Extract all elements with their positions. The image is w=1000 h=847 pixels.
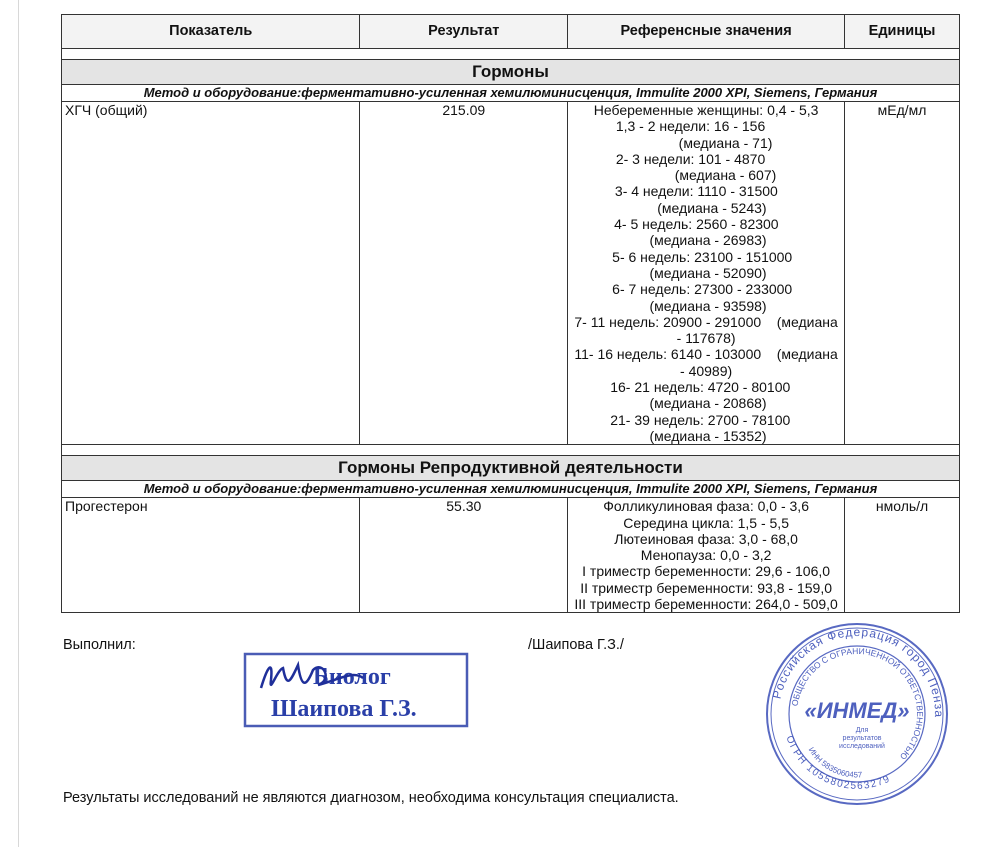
results-table: Показатель Результат Референсные значени… bbox=[60, 14, 960, 614]
spacer-cell bbox=[61, 48, 960, 60]
reference-line: (медиана - 15352) bbox=[645, 427, 767, 444]
reference-line: 3- 4 недели: 1110 - 31500 bbox=[614, 183, 798, 200]
reference-line: (медиана - 20868) bbox=[645, 395, 767, 412]
reference-line: 2- 3 недели: 101 - 4870 bbox=[615, 150, 797, 167]
method-text: Метод и оборудование:ферментативно-усиле… bbox=[61, 84, 960, 102]
reference-values: Фолликулиновая фаза: 0,0 - 3,6 Середина ц… bbox=[567, 497, 846, 614]
units: нмоль/л bbox=[844, 497, 960, 614]
page-edge bbox=[18, 0, 19, 847]
indicator-name: ХГЧ (общий) bbox=[60, 100, 361, 446]
reference-line: (медиана - 26983) bbox=[645, 232, 767, 249]
reference-line: Середина цикла: 1,5 - 5,5 bbox=[623, 514, 789, 531]
performer-name: /Шаипова Г.З./ bbox=[528, 637, 624, 653]
units: мЕд/мл bbox=[844, 100, 960, 446]
reference-line: - 40989) bbox=[680, 362, 733, 379]
reference-line: (медиана - 93598) bbox=[645, 297, 767, 314]
method-text: Метод и оборудование:ферментативно-усиле… bbox=[61, 480, 960, 499]
reference-line: 6- 7 недель: 27300 - 233000 bbox=[612, 281, 800, 298]
reference-line: II триместр беременности: 93,8 - 159,0 bbox=[580, 579, 832, 596]
disclaimer: Результаты исследований не являются диаг… bbox=[63, 790, 679, 806]
svg-text:«ИНМЕД»: «ИНМЕД» bbox=[804, 698, 909, 723]
reference-line: (медиана - 607) bbox=[635, 167, 777, 184]
svg-text:Для: Для bbox=[856, 727, 869, 734]
reference-line: 1,3 - 2 недели: 16 - 156 bbox=[615, 118, 797, 135]
reference-line: Небеременные женщины: 0,4 - 5,3 bbox=[593, 102, 819, 118]
reference-line: (медиана - 52090) bbox=[645, 264, 767, 281]
reference-line: Лютеиновая фаза: 3,0 - 68,0 bbox=[614, 530, 798, 547]
signature-stamp: Биолог Шаипова Г.З. bbox=[243, 652, 469, 728]
method-row: Метод и оборудование:ферментативно-усиле… bbox=[61, 480, 960, 499]
svg-text:исследований: исследований bbox=[839, 742, 885, 750]
table-header-row: Показатель Результат Референсные значени… bbox=[60, 14, 960, 49]
spacer-row bbox=[61, 48, 960, 60]
indicator-name: Прогестерон bbox=[60, 497, 361, 614]
section-title: Гормоны bbox=[61, 59, 960, 85]
performed-label: Выполнил: bbox=[63, 637, 136, 653]
spacer-row bbox=[61, 444, 960, 457]
table-row: Прогестерон 55.30 Фолликулиновая фаза: 0,0… bbox=[60, 497, 960, 614]
header-units: Единицы bbox=[844, 14, 960, 49]
reference-line: 7- 11 недель: 20900 - 291000 (медиана bbox=[574, 313, 838, 330]
header-result: Результат bbox=[359, 14, 569, 49]
round-stamp: Российская Федерация город Пенза ОБЩЕСТВ… bbox=[766, 623, 948, 805]
section-title: Гормоны Репродуктивной деятельности bbox=[61, 455, 960, 482]
reference-line: 21- 39 недель: 2700 - 78100 bbox=[610, 411, 802, 428]
header-indicator: Показатель bbox=[60, 14, 361, 49]
reference-line: (медиана - 5243) bbox=[645, 199, 767, 216]
reference-line: III триместр беременности: 264,0 - 509,0 bbox=[574, 596, 838, 613]
reference-line: Фолликулиновая фаза: 0,0 - 3,6 bbox=[603, 498, 809, 515]
result-value: 55.30 bbox=[359, 497, 569, 614]
reference-values: Небеременные женщины: 0,4 - 5,3 1,3 - 2 н… bbox=[567, 100, 846, 446]
reference-line: 11- 16 недель: 6140 - 103000 (медиана bbox=[574, 346, 838, 363]
svg-text:Шаипова Г.З.: Шаипова Г.З. bbox=[271, 696, 417, 722]
reference-line: 4- 5 недель: 2560 - 82300 bbox=[614, 216, 799, 233]
spacer-cell bbox=[61, 444, 960, 457]
reference-line: Менопауза: 0,0 - 3,2 bbox=[640, 547, 772, 564]
section-title-row: Гормоны bbox=[61, 59, 960, 85]
reference-line: 5- 6 недель: 23100 - 151000 bbox=[612, 248, 800, 265]
method-row: Метод и оборудование:ферментативно-усиле… bbox=[61, 84, 960, 102]
reference-line: - 117678) bbox=[676, 330, 736, 347]
svg-text:результатов: результатов bbox=[843, 735, 882, 742]
reference-line: I триместр беременности: 29,6 - 106,0 bbox=[582, 563, 831, 580]
header-reference: Референсные значения bbox=[567, 14, 846, 49]
handwritten-signature bbox=[259, 660, 364, 689]
section-title-row: Гормоны Репродуктивной деятельности bbox=[61, 455, 960, 482]
reference-line: (медиана - 71) bbox=[639, 134, 773, 151]
table-row: ХГЧ (общий) 215.09 Небеременные женщины: 0… bbox=[60, 100, 960, 446]
result-value: 215.09 bbox=[359, 100, 569, 446]
reference-line: 16- 21 недель: 4720 - 80100 bbox=[610, 379, 802, 396]
